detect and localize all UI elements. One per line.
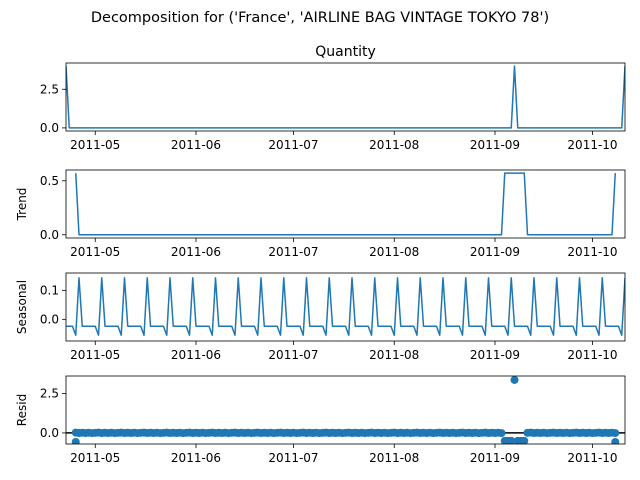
x-tick-label: 2011-08 — [369, 138, 419, 152]
x-tick-label: 2011-07 — [268, 451, 318, 465]
panel-data-resid — [66, 376, 625, 444]
x-tick-label: 2011-09 — [470, 451, 520, 465]
x-tick-label: 2011-10 — [567, 348, 617, 362]
panel-data-trend — [75, 172, 616, 236]
x-tick-label: 2011-08 — [369, 245, 419, 259]
y-tick-label: 0.5 — [40, 174, 59, 188]
x-tick-label: 2011-09 — [470, 138, 520, 152]
x-tick-label: 2011-06 — [171, 348, 221, 362]
panel-ylabel-trend: Trend — [15, 188, 29, 222]
y-tick-label: 0.1 — [40, 284, 59, 298]
panel-trend: Trend 2011-05 2011-06 2011-07 2011-08 2011-09… — [15, 169, 626, 259]
panel-resid: Resid 2011-05 2011-06 2011-07 2011-08 2011-09… — [15, 375, 626, 465]
panel-observed: Quantity 2011-05 2011-06 2011-07 2011-08 2011… — [40, 44, 626, 152]
y-tick-label: 0.0 — [40, 426, 59, 440]
panel-data-seasonal — [66, 277, 625, 336]
x-tick-label: 2011-08 — [369, 451, 419, 465]
x-tick-label: 2011-10 — [567, 245, 617, 259]
x-tick-label: 2011-06 — [171, 245, 221, 259]
x-tick-label: 2011-08 — [369, 348, 419, 362]
panel-data-observed — [66, 65, 625, 129]
x-tick-label: 2011-05 — [70, 348, 120, 362]
series-line-trend — [75, 172, 616, 236]
x-tick-label: 2011-10 — [567, 138, 617, 152]
panels-group: Quantity 2011-05 2011-06 2011-07 2011-08 2011… — [15, 44, 626, 465]
x-tick-label: 2011-10 — [567, 451, 617, 465]
resid-point — [510, 376, 519, 384]
panel-title-observed: Quantity — [315, 44, 376, 60]
x-tick-label: 2011-05 — [70, 245, 120, 259]
panel-seasonal: Seasonal 2011-05 2011-06 2011-07 2011-08 2011… — [15, 272, 626, 362]
x-tick-label: 2011-09 — [470, 348, 520, 362]
series-line-seasonal — [66, 277, 625, 336]
y-tick-label: 0.0 — [40, 228, 59, 242]
y-tick-label: 2.5 — [40, 83, 59, 97]
panel-frame-trend — [65, 169, 626, 239]
resid-point — [611, 437, 620, 444]
y-tick-label: 2.5 — [40, 387, 59, 401]
x-tick-label: 2011-07 — [268, 348, 318, 362]
panel-frame-seasonal — [65, 272, 626, 342]
panel-ylabel-seasonal: Seasonal — [15, 280, 29, 334]
x-tick-label: 2011-07 — [268, 245, 318, 259]
figure-suptitle: Decomposition for ('France', 'AIRLINE BA… — [91, 10, 549, 26]
x-tick-label: 2011-06 — [171, 451, 221, 465]
series-line-observed — [66, 65, 625, 129]
panel-frame-observed — [65, 62, 626, 132]
resid-point — [507, 436, 516, 444]
x-tick-label: 2011-07 — [268, 138, 318, 152]
y-tick-label: 0.0 — [40, 313, 59, 327]
x-tick-label: 2011-05 — [70, 138, 120, 152]
panel-frame-resid — [65, 375, 626, 445]
resid-point — [497, 429, 506, 438]
resid-point — [71, 437, 80, 444]
panel-ylabel-resid: Resid — [15, 394, 29, 426]
resid-point — [611, 429, 620, 438]
x-tick-label: 2011-09 — [470, 245, 520, 259]
y-tick-label: 0.0 — [40, 121, 59, 135]
resid-point — [520, 436, 529, 444]
x-tick-label: 2011-06 — [171, 138, 221, 152]
x-tick-label: 2011-05 — [70, 451, 120, 465]
